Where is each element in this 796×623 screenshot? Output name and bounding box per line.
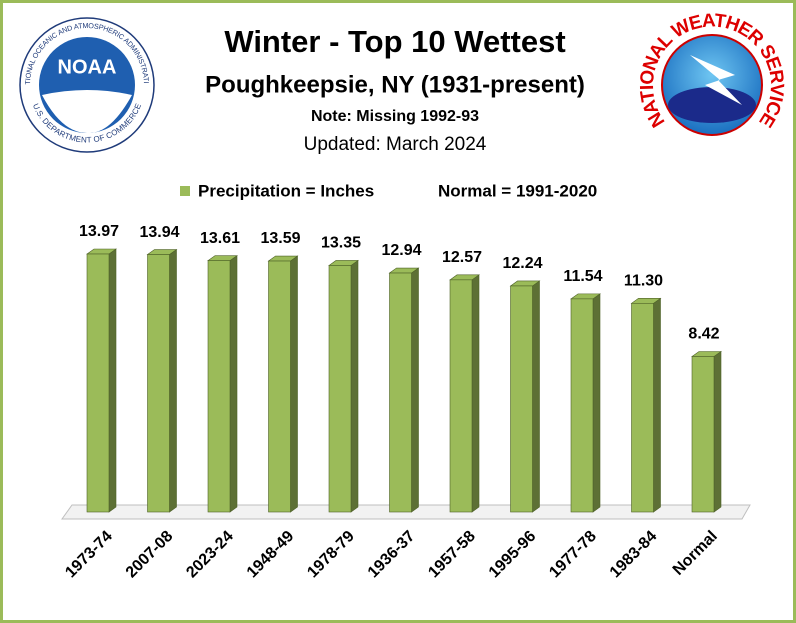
bar: [207, 260, 231, 513]
chart-note: Note: Missing 1992-93: [311, 108, 479, 125]
data-label: 11.54: [563, 268, 602, 285]
bar-side: [108, 248, 117, 513]
bar: [631, 303, 654, 513]
bar: [570, 298, 594, 513]
noaa-name: NOAA: [58, 56, 117, 78]
noaa-bird: [42, 90, 132, 134]
bar: [449, 279, 473, 513]
data-label: 13.97: [79, 223, 119, 240]
bar: [691, 356, 715, 513]
chart-title: Winter - Top 10 Wettest: [224, 24, 565, 59]
data-label: 13.61: [200, 230, 240, 247]
data-label: 8.42: [688, 326, 719, 343]
data-label: 11.30: [624, 273, 663, 290]
data-label: 12.24: [502, 255, 542, 272]
bar: [147, 254, 170, 513]
data-label: 13.59: [260, 230, 300, 247]
bar: [86, 253, 110, 513]
nws-cloud: [668, 87, 756, 123]
legend-swatch: [180, 186, 190, 196]
data-label: 12.94: [381, 242, 421, 259]
legend-label: Precipitation = Inches: [198, 181, 374, 200]
bar-side: [411, 267, 419, 513]
chart-subtitle: Poughkeepsie, NY (1931-present): [205, 71, 585, 98]
data-label: 13.35: [321, 235, 361, 252]
data-label: 12.57: [442, 249, 482, 266]
bar-side: [713, 350, 722, 513]
bar: [510, 285, 533, 513]
bar-side: [169, 248, 177, 513]
bar-side: [471, 274, 480, 513]
data-label: 13.94: [139, 224, 179, 241]
bar-side: [592, 293, 601, 513]
nws-logo: NATIONAL WEATHER SERVICE: [637, 10, 787, 136]
bar: [328, 265, 352, 513]
nws-bolt: [690, 55, 742, 105]
bar-side: [290, 255, 298, 513]
chart-updated: Updated: March 2024: [304, 134, 487, 155]
bar: [389, 272, 412, 513]
bar-side: [350, 259, 359, 513]
bar: [268, 260, 291, 513]
legend-note: Normal = 1991-2020: [438, 181, 597, 200]
bar-side: [532, 280, 540, 513]
bar-side: [229, 255, 238, 513]
bar-side: [653, 297, 661, 513]
